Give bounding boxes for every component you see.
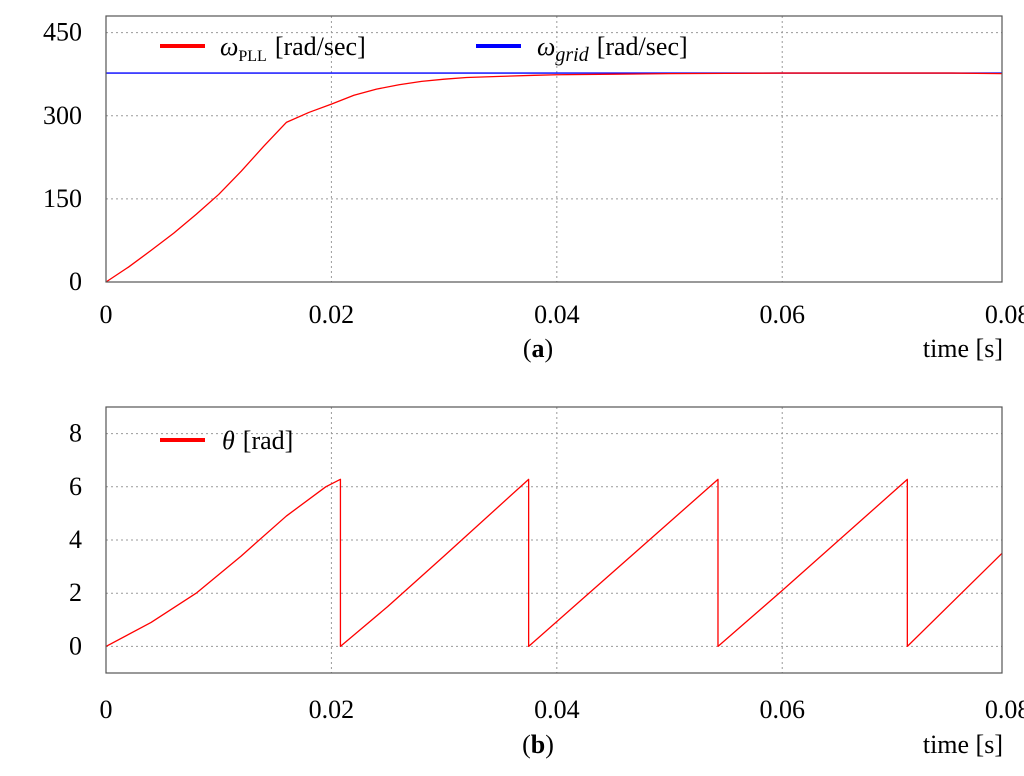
x-tick-label: 0.08 [985, 300, 1024, 329]
panel-label-a: (a) [523, 334, 553, 363]
x-tick-label: 0.06 [759, 300, 805, 329]
y-tick-label: 6 [69, 472, 82, 501]
legend-subscript: PLL [238, 48, 266, 65]
legend-unit: [rad/sec] [597, 32, 688, 61]
ticks-a: 0 0.02 0.04 0.06 0.08 0 150 300 450 [43, 18, 1024, 329]
legend-entry: ωPLL [rad/sec] [220, 32, 366, 65]
x-tick-label: 0 [100, 695, 113, 724]
grid-b [106, 407, 1002, 673]
legend-subscript: grid [555, 44, 589, 66]
x-tick-label: 0.02 [309, 695, 355, 724]
plot-frame-a [105, 15, 1003, 283]
legend-symbol: ω [220, 32, 238, 61]
x-tick-label: 0.08 [985, 695, 1024, 724]
legend-unit: [rad/sec] [275, 32, 366, 61]
legend-b: θ [rad] [160, 426, 293, 455]
chart-panel-b: 0 0.02 0.04 0.06 0.08 0 2 4 6 8 θ [rad] (b) time [… [69, 406, 1024, 759]
series-layer-b [105, 478, 1003, 648]
y-tick-label: 0 [69, 631, 82, 660]
y-tick-label: 2 [69, 578, 82, 607]
x-tick-label: 0.04 [534, 300, 580, 329]
grid-a [106, 16, 1002, 282]
legend-entry: ωgrid [rad/sec] [537, 32, 688, 66]
series-line-pll [105, 72, 1003, 283]
legend-unit: [rad] [243, 426, 294, 455]
y-tick-label: 300 [43, 101, 82, 130]
x-tick-label: 0.06 [759, 695, 805, 724]
y-tick-label: 150 [43, 184, 82, 213]
x-axis-label-a: time [s] [923, 334, 1003, 363]
x-tick-label: 0 [100, 300, 113, 329]
series-layer-a [105, 72, 1003, 283]
ticks-b: 0 0.02 0.04 0.06 0.08 0 2 4 6 8 [69, 419, 1024, 724]
legend-symbol: θ [222, 426, 235, 455]
x-tick-label: 0.04 [534, 695, 580, 724]
y-tick-label: 4 [69, 525, 82, 554]
y-tick-label: 450 [43, 18, 82, 47]
legend-a: ωPLL [rad/sec] ωgrid [rad/sec] [160, 32, 688, 66]
series-line-theta [105, 478, 1003, 648]
legend-entry: θ [rad] [222, 426, 293, 455]
y-tick-label: 0 [69, 267, 82, 296]
legend-symbol: ω [537, 32, 555, 61]
panel-label-b: (b) [522, 730, 554, 759]
y-tick-label: 8 [69, 419, 82, 448]
x-tick-label: 0.02 [309, 300, 355, 329]
panel-letter-b: b [531, 730, 545, 759]
x-axis-label-b: time [s] [923, 730, 1003, 759]
plot-frame-b [105, 406, 1003, 674]
panel-letter-a: a [532, 334, 545, 363]
